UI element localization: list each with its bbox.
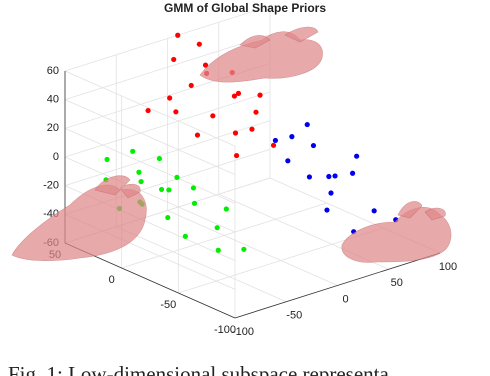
y-tick-label: -50: [160, 299, 176, 311]
x-tick-label: 50: [391, 277, 403, 289]
z-tick-label: 60: [47, 65, 59, 77]
grid-line: [64, 99, 236, 176]
grid-line: [64, 156, 236, 233]
grid-line: [64, 70, 236, 147]
x-tick-label: 100: [439, 261, 457, 273]
shape-left-ear: [94, 175, 141, 199]
point: [306, 174, 313, 180]
point: [241, 246, 247, 252]
point: [233, 152, 240, 159]
point: [215, 247, 221, 253]
point: [210, 113, 216, 119]
point: [223, 206, 229, 212]
point: [158, 186, 165, 193]
z-tick-label: 40: [47, 94, 59, 106]
point: [136, 169, 142, 175]
point: [257, 92, 263, 98]
shape-right: [341, 207, 452, 263]
point: [270, 142, 277, 148]
grid-line: [64, 127, 236, 204]
point: [194, 132, 201, 138]
x-tick-label: -50: [286, 310, 302, 322]
point: [289, 134, 295, 140]
grid-line: [64, 34, 271, 101]
point: [130, 148, 136, 154]
x-tick-label: 0: [342, 293, 348, 305]
point: [214, 225, 220, 231]
z-tick-label: 0: [53, 151, 59, 163]
point: [156, 155, 163, 162]
point: [202, 62, 209, 68]
grid-line: [121, 202, 327, 269]
x-tick-label: -100: [232, 326, 254, 338]
point: [326, 173, 332, 180]
point: [349, 170, 356, 176]
point: [171, 56, 177, 63]
point: [272, 137, 279, 144]
point: [232, 130, 239, 136]
point: [167, 95, 173, 101]
point: [104, 156, 110, 163]
grid-line: [64, 91, 271, 158]
point: [191, 200, 198, 206]
point: [324, 207, 330, 213]
point: [304, 121, 310, 128]
caption: Fig. 1: Low-dimensional subspace represe…: [8, 362, 389, 376]
point: [249, 126, 255, 132]
z-tick-label: -20: [43, 180, 59, 192]
y-tick-label: -100: [214, 324, 236, 336]
point: [235, 90, 242, 96]
point: [328, 190, 334, 196]
point: [174, 174, 180, 180]
point: [285, 158, 291, 164]
shape-top-ear: [239, 26, 319, 49]
point: [371, 208, 377, 214]
points: [103, 32, 399, 253]
point: [190, 185, 197, 191]
point: [165, 214, 171, 221]
point: [138, 178, 144, 185]
point: [253, 109, 259, 115]
point: [175, 32, 181, 38]
point: [188, 82, 194, 89]
point: [310, 142, 317, 149]
shape-right-ear: [397, 201, 446, 221]
shape-left: [11, 184, 147, 261]
point: [173, 109, 179, 115]
point: [332, 173, 338, 179]
point: [166, 187, 172, 193]
chart-title: GMM of Global Shape Priors: [164, 1, 326, 15]
grid-line: [167, 210, 338, 286]
point: [145, 107, 151, 114]
grid-line: [116, 226, 287, 303]
point: [182, 233, 188, 239]
point: [196, 41, 202, 47]
y-tick-label: 0: [109, 274, 115, 286]
grid-line: [64, 5, 271, 72]
point: [354, 153, 360, 159]
x-axis: [234, 252, 441, 319]
point: [231, 93, 238, 99]
z-tick-label: 20: [47, 122, 59, 134]
